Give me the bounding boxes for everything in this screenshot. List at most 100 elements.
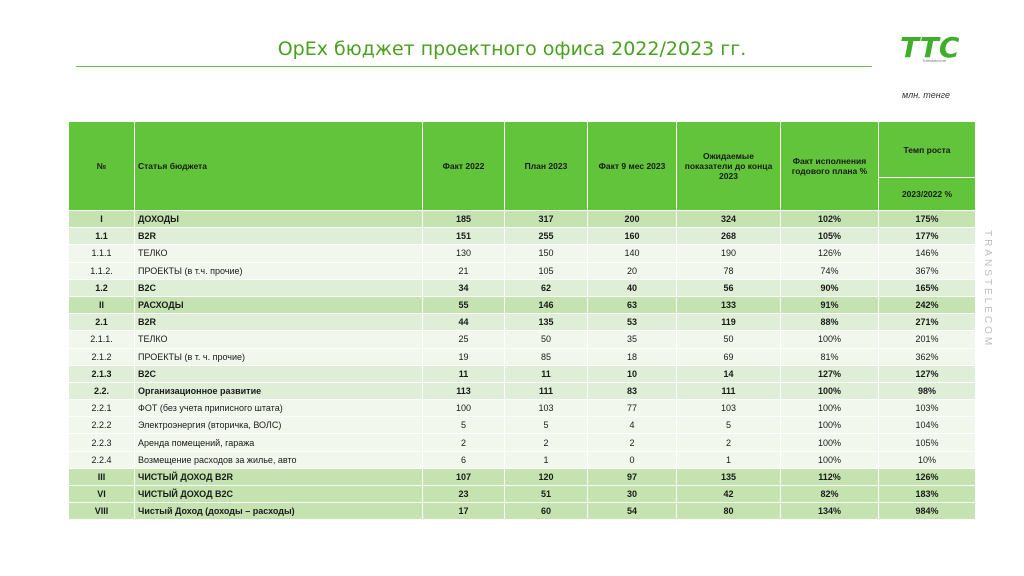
page-title: OpEx бюджет проектного офиса 2022/2023 г… bbox=[277, 38, 747, 60]
side-watermark: TRANSTELECOM bbox=[982, 230, 993, 349]
row-item: Организационное развитие bbox=[134, 381, 423, 401]
row-execution: 100% bbox=[780, 381, 879, 401]
row-fact-2022: 25 bbox=[422, 330, 505, 349]
row-plan-2023: 146 bbox=[504, 295, 588, 315]
row-expected: 78 bbox=[676, 261, 781, 280]
row-expected: 56 bbox=[676, 278, 781, 297]
row-expected: 80 bbox=[676, 502, 781, 521]
row-num: VI bbox=[68, 484, 135, 504]
row-growth: 362% bbox=[878, 347, 976, 366]
row-growth: 183% bbox=[878, 484, 976, 504]
row-fact-9m: 18 bbox=[587, 347, 677, 366]
row-expected: 42 bbox=[676, 484, 781, 504]
row-growth: 242% bbox=[878, 295, 976, 315]
budget-table: № Статья бюджета Факт 2022 План 2023 Фак… bbox=[68, 121, 976, 521]
row-fact-9m: 77 bbox=[587, 399, 677, 418]
row-growth: 127% bbox=[878, 364, 976, 383]
row-fact-9m: 20 bbox=[587, 261, 677, 280]
row-growth: 146% bbox=[878, 244, 976, 263]
row-growth: 126% bbox=[878, 467, 976, 487]
row-growth: 984% bbox=[878, 502, 976, 521]
row-growth: 177% bbox=[878, 227, 976, 246]
row-item: ЧИСТЫЙ ДОХОД B2C bbox=[134, 484, 423, 504]
row-plan-2023: 5 bbox=[504, 416, 588, 435]
row-fact-9m: 97 bbox=[587, 467, 677, 487]
row-execution: 81% bbox=[780, 347, 879, 366]
row-fact-2022: 34 bbox=[422, 278, 505, 297]
row-execution: 100% bbox=[780, 416, 879, 435]
row-num: I bbox=[68, 209, 135, 229]
table-row: I ДОХОДЫ 185 317 200 324 102% 175% bbox=[68, 209, 976, 229]
row-growth: 367% bbox=[878, 261, 976, 280]
table-row: 2.2.3 Аренда помещений, гаража 2 2 2 2 100% 105… bbox=[68, 433, 976, 452]
row-fact-9m: 140 bbox=[587, 244, 677, 263]
row-fact-9m: 160 bbox=[587, 227, 677, 246]
row-plan-2023: 103 bbox=[504, 399, 588, 418]
row-execution: 90% bbox=[780, 278, 879, 297]
header-fact-9m-2023: Факт 9 мес 2023 bbox=[587, 121, 677, 211]
row-fact-9m: 30 bbox=[587, 484, 677, 504]
row-plan-2023: 50 bbox=[504, 330, 588, 349]
row-fact-2022: 44 bbox=[422, 313, 505, 332]
row-plan-2023: 317 bbox=[504, 209, 588, 229]
table-row: 2.1 B2R 44 135 53 119 88% 271% bbox=[68, 313, 976, 332]
row-num: VIII bbox=[68, 502, 135, 521]
row-fact-2022: 2 bbox=[422, 433, 505, 452]
table-row: 1.1 B2R 151 255 160 268 105% 177% bbox=[68, 227, 976, 246]
header-item: Статья бюджета bbox=[134, 121, 423, 211]
row-plan-2023: 2 bbox=[504, 433, 588, 452]
logo-text: TTC bbox=[900, 31, 960, 64]
header-execution: Факт исполнения годового плана % bbox=[780, 121, 879, 211]
row-execution: 100% bbox=[780, 433, 879, 452]
row-fact-9m: 63 bbox=[587, 295, 677, 315]
logo-subtitle: Transtelecom bbox=[922, 58, 947, 63]
table-row: 2.2.1 ФОТ (без учета приписного штата) 100… bbox=[68, 399, 976, 418]
row-num: 2.2.2 bbox=[68, 416, 135, 435]
row-expected: 268 bbox=[676, 227, 781, 246]
row-item: B2C bbox=[134, 364, 423, 383]
row-fact-9m: 2 bbox=[587, 433, 677, 452]
row-expected: 135 bbox=[676, 467, 781, 487]
row-num: III bbox=[68, 467, 135, 487]
row-num: 2.2.1 bbox=[68, 399, 135, 418]
units-label: млн. тенге bbox=[902, 90, 950, 100]
row-item: ПРОЕКТЫ (в т.ч. прочие) bbox=[134, 261, 423, 280]
row-plan-2023: 1 bbox=[504, 450, 588, 469]
row-item: ПРОЕКТЫ (в т. ч. прочие) bbox=[134, 347, 423, 366]
row-item: ДОХОДЫ bbox=[134, 209, 423, 229]
row-execution: 126% bbox=[780, 244, 879, 263]
row-growth: 103% bbox=[878, 399, 976, 418]
row-execution: 105% bbox=[780, 227, 879, 246]
row-plan-2023: 255 bbox=[504, 227, 588, 246]
row-expected: 50 bbox=[676, 330, 781, 349]
row-fact-2022: 185 bbox=[422, 209, 505, 229]
row-num: 1.2 bbox=[68, 278, 135, 297]
row-item: РАСХОДЫ bbox=[134, 295, 423, 315]
row-fact-2022: 107 bbox=[422, 467, 505, 487]
row-growth: 105% bbox=[878, 433, 976, 452]
table-row: 1.1.2. ПРОЕКТЫ (в т.ч. прочие) 21 105 20 78 74… bbox=[68, 261, 976, 280]
row-execution: 88% bbox=[780, 313, 879, 332]
row-execution: 82% bbox=[780, 484, 879, 504]
row-num: II bbox=[68, 295, 135, 315]
row-plan-2023: 120 bbox=[504, 467, 588, 487]
table-row: 2.2.4 Возмещение расходов за жилье, авто 6… bbox=[68, 450, 976, 469]
row-fact-9m: 40 bbox=[587, 278, 677, 297]
row-expected: 69 bbox=[676, 347, 781, 366]
row-fact-2022: 113 bbox=[422, 381, 505, 401]
row-item: Аренда помещений, гаража bbox=[134, 433, 423, 452]
row-growth: 165% bbox=[878, 278, 976, 297]
row-growth: 175% bbox=[878, 209, 976, 229]
table-row: VIII Чистый Доход (доходы – расходы) 17 60 5… bbox=[68, 502, 976, 521]
row-fact-9m: 54 bbox=[587, 502, 677, 521]
row-num: 2.1 bbox=[68, 313, 135, 332]
row-num: 2.2. bbox=[68, 381, 135, 401]
row-num: 2.1.3 bbox=[68, 364, 135, 383]
row-num: 1.1.1 bbox=[68, 244, 135, 263]
row-execution: 91% bbox=[780, 295, 879, 315]
row-expected: 2 bbox=[676, 433, 781, 452]
row-fact-2022: 11 bbox=[422, 364, 505, 383]
row-item: ТЕЛКО bbox=[134, 244, 423, 263]
row-execution: 102% bbox=[780, 209, 879, 229]
row-fact-9m: 10 bbox=[587, 364, 677, 383]
